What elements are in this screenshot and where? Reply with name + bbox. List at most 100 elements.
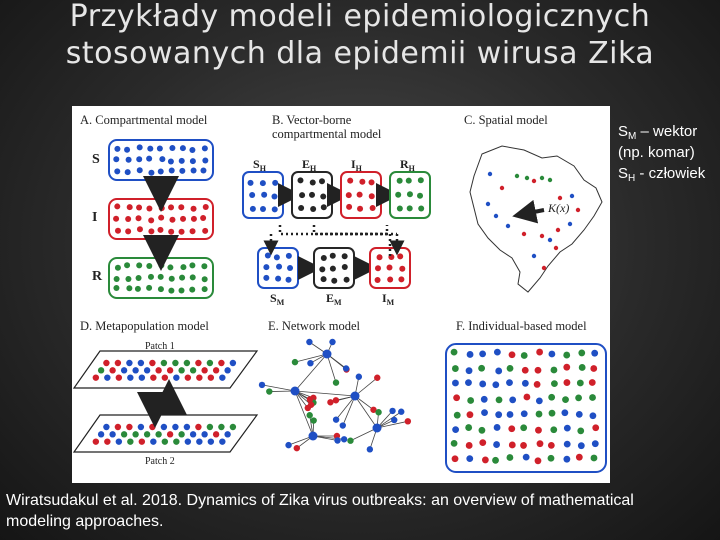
vector-dot	[376, 254, 383, 261]
network-node	[375, 409, 382, 416]
network-edge	[350, 427, 378, 442]
spatial-case-dot	[531, 178, 537, 184]
patch-individual-dot	[114, 423, 122, 431]
infected-dot	[190, 205, 197, 212]
patch-individual-dot	[224, 367, 231, 374]
individual-dot	[575, 410, 583, 418]
note-human-sub: H	[628, 173, 636, 184]
patch-individual-dot	[206, 359, 214, 367]
patch-individual-dot	[184, 438, 192, 445]
human-dot	[368, 193, 375, 200]
susceptible-dot	[136, 144, 143, 151]
human-dot	[406, 205, 413, 212]
patch-individual-dot	[138, 374, 146, 381]
patch-individual-dot	[120, 431, 128, 438]
vector-compartment-label: SM	[270, 291, 285, 307]
note-vector-letter: S	[618, 123, 629, 140]
human-dot	[310, 205, 317, 212]
individual-dot	[533, 381, 541, 388]
spatial-case-dot	[521, 231, 527, 237]
infected-dot	[200, 214, 207, 221]
note-human-letter: S	[618, 165, 629, 182]
infected-dot	[125, 228, 132, 235]
human-dot	[417, 177, 424, 184]
susceptible-dot	[146, 155, 153, 162]
panel-e-title: E. Network model	[268, 319, 361, 333]
infected-dot	[168, 228, 175, 235]
patch-individual-dot	[143, 367, 151, 374]
patch-individual-dot	[218, 423, 225, 431]
network-node	[266, 388, 273, 395]
individual-dot	[550, 366, 558, 374]
patch-individual-dot	[132, 431, 139, 438]
recovered-dot	[157, 286, 164, 293]
vector-compartment-sub: M	[334, 298, 342, 307]
individual-dot	[561, 409, 569, 417]
human-dot	[299, 192, 306, 199]
human-dot	[318, 178, 325, 185]
spatial-case-dot	[557, 195, 563, 201]
network-node	[332, 416, 340, 423]
patch-individual-dot	[172, 359, 179, 367]
infected-dot	[148, 217, 155, 224]
susceptible-dot	[114, 168, 121, 175]
individual-dot	[575, 394, 582, 402]
patch-individual-dot	[178, 431, 185, 438]
infected-dot	[169, 216, 176, 223]
patch-individual-dot	[212, 431, 220, 438]
patch-individual-dot	[189, 367, 197, 374]
recovered-dot	[147, 273, 154, 280]
individual-dot	[478, 364, 486, 372]
patch-individual-dot	[184, 374, 192, 381]
recovered-dot	[124, 262, 131, 269]
patch-individual-dot	[195, 423, 202, 431]
recovered-dot	[113, 275, 120, 282]
network-edge	[335, 395, 356, 420]
patch-individual-dot	[109, 431, 116, 438]
human-dot	[249, 191, 256, 198]
patch-individual-dot	[97, 367, 105, 374]
recovered-dot	[134, 285, 141, 292]
label-s: S	[92, 152, 100, 167]
individual-dot	[590, 454, 598, 462]
note-vector: SM – wektor	[618, 121, 720, 142]
individual-dot	[465, 379, 472, 386]
individual-dot	[508, 441, 516, 449]
individual-dot	[465, 442, 473, 449]
susceptible-dot	[168, 167, 175, 174]
individual-dot	[495, 396, 503, 404]
network-hub-node	[322, 349, 332, 359]
individual-dot	[578, 349, 586, 357]
individual-dot	[535, 397, 543, 405]
individual-dot	[506, 454, 514, 461]
individual-dot	[466, 455, 474, 463]
vector-dot	[329, 265, 336, 272]
network-edge	[294, 390, 314, 437]
human-compartment-sub: H	[356, 164, 363, 173]
spatial-case-dot	[553, 245, 559, 251]
network-node	[340, 436, 348, 443]
vector-dot	[374, 276, 381, 283]
patch-individual-dot	[183, 423, 191, 431]
network-node	[332, 397, 340, 404]
individual-dot	[563, 351, 571, 359]
network-edge	[294, 353, 328, 363]
patch-individual-dot	[137, 423, 145, 431]
patch-individual-dot	[103, 423, 110, 431]
individual-dot	[478, 426, 486, 434]
individual-dot	[588, 379, 596, 386]
spatial-case-dot	[547, 237, 553, 243]
individual-dot	[479, 439, 487, 447]
spatial-case-dot	[485, 201, 491, 207]
infected-dot	[178, 228, 185, 235]
recovered-dot	[157, 273, 164, 280]
patch-individual-dot	[127, 374, 134, 381]
vector-compartment-label: EM	[326, 291, 342, 307]
individual-dot	[578, 364, 586, 371]
susceptible-dot	[125, 156, 132, 163]
network-hub-node	[308, 431, 318, 441]
recovered-dot	[125, 275, 132, 282]
recovered-dot	[146, 284, 153, 291]
vector-compartment-sub: M	[387, 298, 395, 307]
network-edge	[376, 420, 408, 429]
